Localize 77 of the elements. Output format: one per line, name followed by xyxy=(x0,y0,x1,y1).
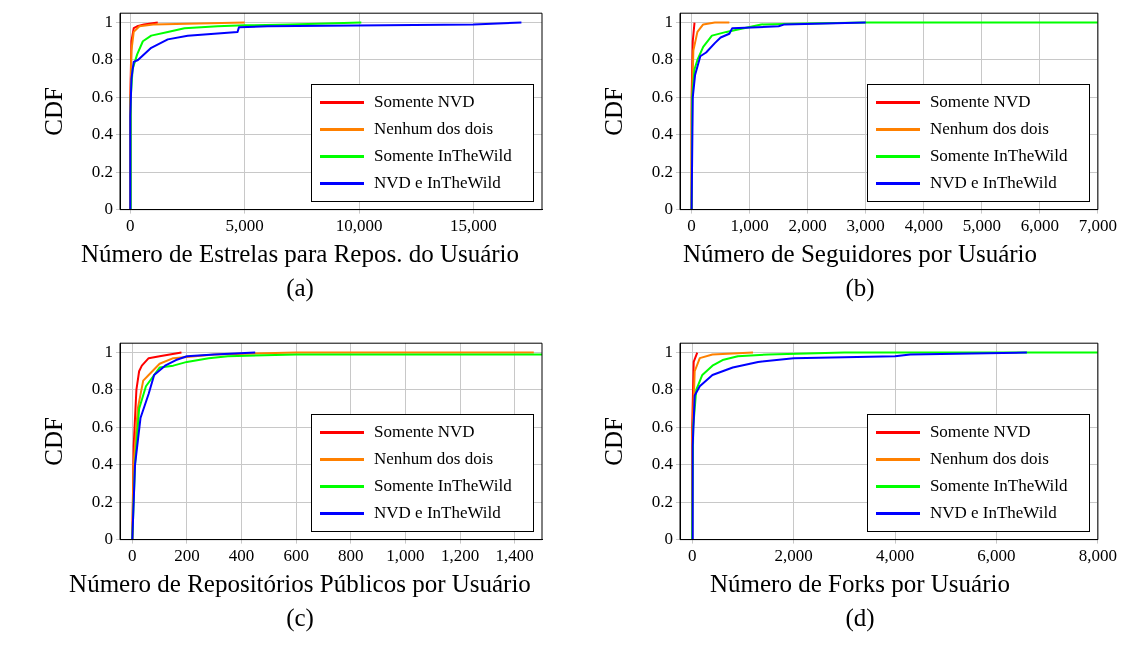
legend-label: Somente InTheWild xyxy=(929,146,1068,167)
x-tick-label: 200 xyxy=(174,546,200,566)
text: (a) xyxy=(285,274,315,302)
y-axis-title: CDF xyxy=(39,417,67,466)
y-tick-label: 0.6 xyxy=(651,416,673,436)
y-axis-title: CDF xyxy=(599,417,627,466)
x-tick-label: 6,000 xyxy=(977,546,1016,566)
x-tick-label: 15,000 xyxy=(450,216,497,236)
x-tick-label: 1,400 xyxy=(495,546,534,566)
x-axis-title: Número de Estrelas para Repos. do Usuário xyxy=(79,240,521,268)
text: (b) xyxy=(844,274,876,302)
x-tick-label: 10,000 xyxy=(335,216,383,236)
x-tick-label: 5,000 xyxy=(962,216,1001,236)
x-axis-title: Número de Repositórios Públicos por Usuário xyxy=(68,570,532,598)
x-tick-label: 1,200 xyxy=(440,546,480,566)
y-tick-label: 0.2 xyxy=(651,491,673,511)
y-tick-label: 1 xyxy=(104,12,113,32)
y-tick-label: 0.6 xyxy=(651,86,673,106)
legend-label: Somente NVD xyxy=(374,422,475,443)
y-tick-label: 0.8 xyxy=(651,49,673,69)
text: (c) xyxy=(285,604,315,632)
y-tick-label: 0.6 xyxy=(91,86,113,106)
x-tick-label: 8,000 xyxy=(1078,546,1117,566)
x-tick-label: 7,000 xyxy=(1078,216,1117,236)
legend-label: NVD e InTheWild xyxy=(929,503,1057,524)
legend-label: Somente NVD xyxy=(929,422,1031,443)
legend-label: Somente NVD xyxy=(929,92,1031,113)
legend-label: Somente NVD xyxy=(374,92,475,113)
x-tick-label: 0 xyxy=(128,546,137,566)
y-axis-title: CDF xyxy=(39,87,67,136)
y-tick-label: 1 xyxy=(664,12,673,32)
y-axis-title: CDF xyxy=(599,87,627,136)
legend-label: Nenhum dos dois xyxy=(929,119,1049,140)
y-tick-label: 0.2 xyxy=(651,161,673,181)
x-tick-label: 5,000 xyxy=(225,216,264,236)
y-tick-label: 0.2 xyxy=(91,491,113,511)
legend-label: Somente InTheWild xyxy=(374,476,512,497)
x-tick-label: 0 xyxy=(126,216,135,236)
y-tick-label: 0.4 xyxy=(91,454,114,474)
x-tick-label: 0 xyxy=(687,546,697,566)
x-tick-label: 4,000 xyxy=(875,546,915,566)
legend-label: NVD e InTheWild xyxy=(374,503,501,524)
x-tick-label: 0 xyxy=(687,216,696,236)
x-tick-label: 3,000 xyxy=(846,216,885,236)
x-tick-label: 400 xyxy=(228,546,255,566)
x-tick-label: 6,000 xyxy=(1020,216,1059,236)
x-tick-label: 1,000 xyxy=(386,546,425,566)
legend-label: NVD e InTheWild xyxy=(374,173,501,194)
x-tick-label: 600 xyxy=(283,546,309,566)
text: (d) xyxy=(844,604,876,632)
legend-label: Nenhum dos dois xyxy=(374,119,493,140)
y-tick-label: 0.6 xyxy=(91,416,113,436)
legend-label: Somente InTheWild xyxy=(374,146,512,167)
y-tick-label: 0.4 xyxy=(651,454,674,474)
legend-label: Nenhum dos dois xyxy=(374,449,493,470)
y-tick-label: 0 xyxy=(104,529,113,549)
x-tick-label: 1,000 xyxy=(730,216,769,236)
x-tick-label: 800 xyxy=(338,546,364,566)
y-tick-label: 1 xyxy=(104,342,113,362)
y-tick-label: 0.4 xyxy=(651,124,674,144)
y-tick-label: 0.8 xyxy=(651,379,673,399)
y-tick-label: 0 xyxy=(664,529,673,549)
legend-label: NVD e InTheWild xyxy=(929,173,1057,194)
x-axis-title: Número de Forks por Usuário xyxy=(709,570,1011,598)
x-tick-label: 2,000 xyxy=(788,216,827,236)
x-axis-title: Número de Seguidores por Usuário xyxy=(681,240,1039,268)
y-tick-label: 0.2 xyxy=(91,161,113,181)
x-tick-label: 2,000 xyxy=(774,546,813,566)
y-tick-label: 0.8 xyxy=(91,49,113,69)
legend-label: Somente InTheWild xyxy=(929,476,1068,497)
y-tick-label: 0 xyxy=(664,199,673,219)
y-tick-label: 1 xyxy=(664,342,673,362)
y-tick-label: 0.4 xyxy=(91,124,114,144)
y-tick-label: 0 xyxy=(104,199,113,219)
y-tick-label: 0.8 xyxy=(91,379,113,399)
x-tick-label: 4,000 xyxy=(904,216,943,236)
legend-label: Nenhum dos dois xyxy=(929,449,1049,470)
